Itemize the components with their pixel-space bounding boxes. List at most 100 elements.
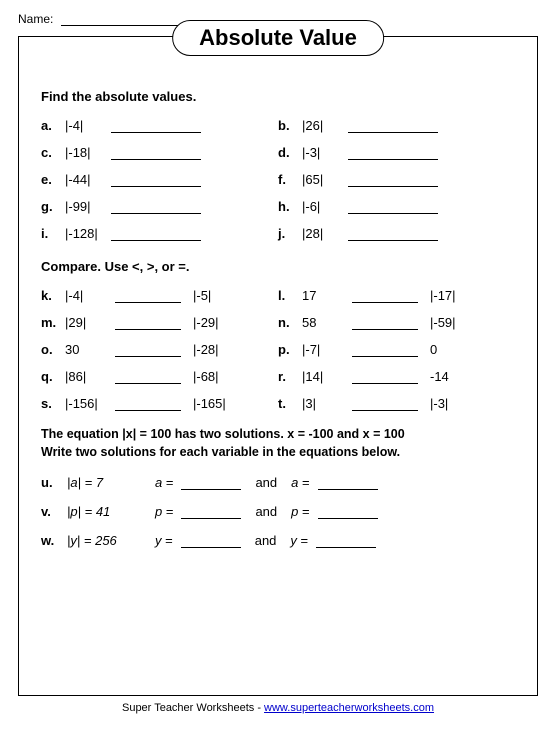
compare-right: |-28| xyxy=(193,342,233,357)
solution-blank-1[interactable] xyxy=(181,476,241,490)
compare-blank[interactable] xyxy=(115,343,181,357)
var1: a = xyxy=(155,475,173,490)
compare-right: |-59| xyxy=(430,315,470,330)
compare-left: |-7| xyxy=(302,342,346,357)
abs-expression: |-3| xyxy=(302,145,342,160)
compare-right: -14 xyxy=(430,369,470,384)
compare-left: |-156| xyxy=(65,396,109,411)
section3-intro-line2: Write two solutions for each variable in… xyxy=(41,443,515,461)
item-label: w. xyxy=(41,533,59,548)
answer-blank[interactable] xyxy=(111,119,201,133)
compare-blank[interactable] xyxy=(352,316,418,330)
compare-blank[interactable] xyxy=(352,370,418,384)
item-label: n. xyxy=(278,315,296,330)
item-label: u. xyxy=(41,475,59,490)
item-label: a. xyxy=(41,118,59,133)
compare-left: |3| xyxy=(302,396,346,411)
compare-right: |-5| xyxy=(193,288,233,303)
solution-blank-1[interactable] xyxy=(181,534,241,548)
var2: p = xyxy=(291,504,309,519)
abs-expression: |65| xyxy=(302,172,342,187)
item-label: t. xyxy=(278,396,296,411)
item-label: r. xyxy=(278,369,296,384)
item-label: e. xyxy=(41,172,59,187)
abs-expression: |-128| xyxy=(65,226,105,241)
section3-intro: The equation |x| = 100 has two solutions… xyxy=(41,425,515,461)
compare-right: |-68| xyxy=(193,369,233,384)
solution-blank-2[interactable] xyxy=(318,476,378,490)
compare-blank[interactable] xyxy=(352,397,418,411)
solution-blank-2[interactable] xyxy=(318,505,378,519)
answer-blank[interactable] xyxy=(348,146,438,160)
section2-heading: Compare. Use <, >, or =. xyxy=(41,259,515,274)
var1: p = xyxy=(155,504,173,519)
and-word: and xyxy=(249,533,283,548)
abs-expression: |26| xyxy=(302,118,342,133)
section1-heading: Find the absolute values. xyxy=(41,89,515,104)
abs-expression: |-18| xyxy=(65,145,105,160)
page-title: Absolute Value xyxy=(172,20,384,56)
compare-right: |-29| xyxy=(193,315,233,330)
item-label: j. xyxy=(278,226,296,241)
equation: |y| = 256 xyxy=(67,533,147,548)
answer-blank[interactable] xyxy=(111,173,201,187)
item-label: m. xyxy=(41,315,59,330)
answer-blank[interactable] xyxy=(111,146,201,160)
item-label: p. xyxy=(278,342,296,357)
compare-blank[interactable] xyxy=(352,289,418,303)
compare-left: 30 xyxy=(65,342,109,357)
answer-blank[interactable] xyxy=(348,173,438,187)
compare-blank[interactable] xyxy=(115,397,181,411)
compare-left: |-4| xyxy=(65,288,109,303)
footer-text: Super Teacher Worksheets - xyxy=(122,702,264,714)
footer: Super Teacher Worksheets - www.superteac… xyxy=(18,702,538,714)
compare-left: |14| xyxy=(302,369,346,384)
item-label: h. xyxy=(278,199,296,214)
compare-right: |-3| xyxy=(430,396,470,411)
compare-left: 58 xyxy=(302,315,346,330)
compare-blank[interactable] xyxy=(352,343,418,357)
var1: y = xyxy=(155,533,173,548)
item-label: s. xyxy=(41,396,59,411)
item-label: f. xyxy=(278,172,296,187)
and-word: and xyxy=(249,504,283,519)
compare-blank[interactable] xyxy=(115,370,181,384)
item-label: k. xyxy=(41,288,59,303)
answer-blank[interactable] xyxy=(111,227,201,241)
item-label: o. xyxy=(41,342,59,357)
worksheet-frame: Absolute Value Find the absolute values.… xyxy=(18,36,538,696)
compare-right: |-165| xyxy=(193,396,233,411)
compare-blank[interactable] xyxy=(115,289,181,303)
compare-left: |29| xyxy=(65,315,109,330)
answer-blank[interactable] xyxy=(348,227,438,241)
compare-left: |86| xyxy=(65,369,109,384)
abs-expression: |-44| xyxy=(65,172,105,187)
abs-expression: |-99| xyxy=(65,199,105,214)
equation: |p| = 41 xyxy=(67,504,147,519)
and-word: and xyxy=(249,475,283,490)
var2: a = xyxy=(291,475,309,490)
compare-left: 17 xyxy=(302,288,346,303)
abs-expression: |-6| xyxy=(302,199,342,214)
compare-right: |-17| xyxy=(430,288,470,303)
answer-blank[interactable] xyxy=(348,119,438,133)
item-label: c. xyxy=(41,145,59,160)
abs-expression: |28| xyxy=(302,226,342,241)
compare-blank[interactable] xyxy=(115,316,181,330)
compare-right: 0 xyxy=(430,342,470,357)
item-label: d. xyxy=(278,145,296,160)
var2: y = xyxy=(290,533,308,548)
footer-link[interactable]: www.superteacherworksheets.com xyxy=(264,702,434,714)
item-label: i. xyxy=(41,226,59,241)
item-label: l. xyxy=(278,288,296,303)
item-label: q. xyxy=(41,369,59,384)
equation: |a| = 7 xyxy=(67,475,147,490)
solution-blank-1[interactable] xyxy=(181,505,241,519)
solution-blank-2[interactable] xyxy=(316,534,376,548)
item-label: g. xyxy=(41,199,59,214)
section3-intro-line1: The equation |x| = 100 has two solutions… xyxy=(41,425,515,443)
abs-expression: |-4| xyxy=(65,118,105,133)
item-label: b. xyxy=(278,118,296,133)
answer-blank[interactable] xyxy=(111,200,201,214)
answer-blank[interactable] xyxy=(348,200,438,214)
